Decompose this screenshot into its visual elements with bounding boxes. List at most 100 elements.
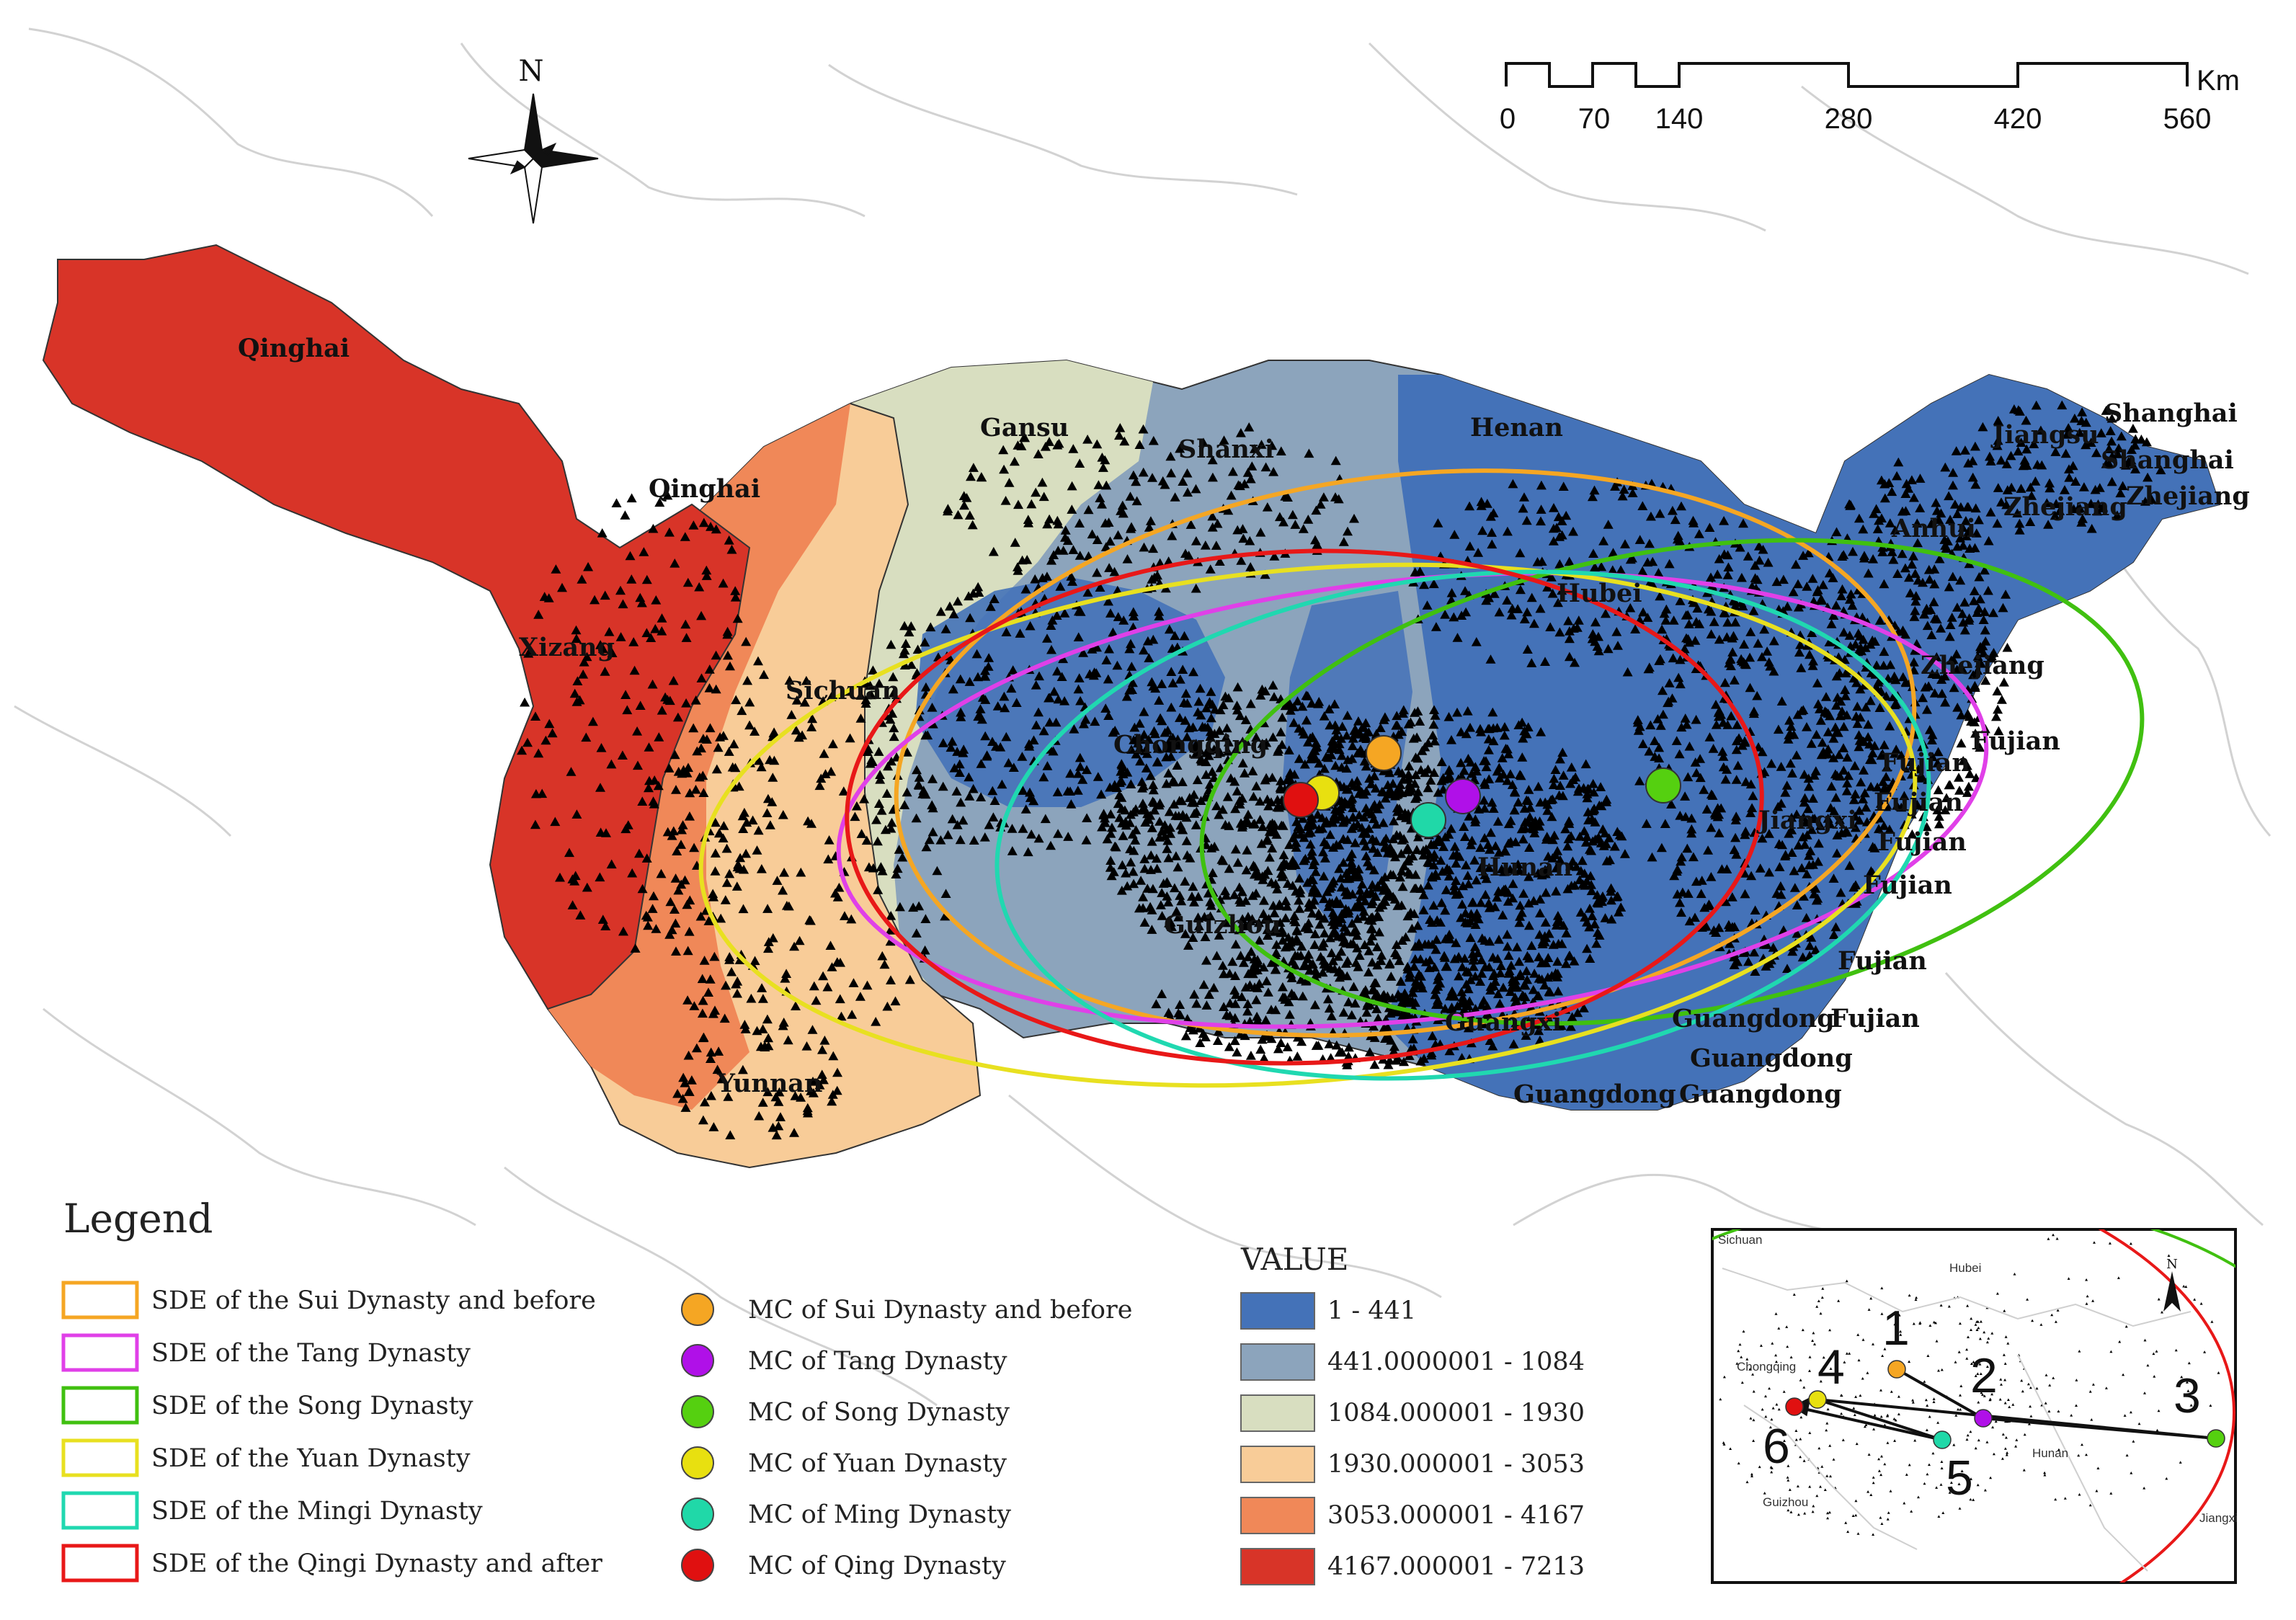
value-legend (1240, 1292, 1315, 1585)
inset-sequence-number: 3 (2173, 1368, 2201, 1423)
inset-label: Sichuan (1718, 1233, 1762, 1247)
sde-legend-label: SDE of the Song Dynasty (151, 1392, 473, 1420)
sde-tang-ellipse (836, 571, 1989, 1029)
province-label: Qinghai (649, 474, 760, 504)
inset-mc-song (2207, 1429, 2225, 1448)
province-label: Hunan (1477, 853, 1572, 882)
province-label: Fujian (1863, 871, 1952, 900)
inset-mc-ming (1933, 1430, 1952, 1449)
scale-unit-label: Km (2197, 65, 2240, 97)
inset-label: Jiangxi (2199, 1511, 2238, 1525)
inset-sequence-number: 6 (1763, 1419, 1790, 1474)
province-labels: Qinghai Qinghai Gansu Shanxi Henan Jiang… (238, 334, 2250, 1109)
sde-legend (61, 1281, 139, 1583)
province-label: Zhejiang (2003, 492, 2127, 522)
mc-legend-label: MC of Qing Dynasty (748, 1552, 1006, 1580)
mc-legend-dot (681, 1446, 714, 1479)
value-legend-title: VALUE (1240, 1242, 1348, 1277)
province-label: Fujian (1971, 726, 2060, 756)
sde-sui-ellipse (894, 468, 1917, 1038)
province-label: Shanghai (2101, 445, 2234, 475)
inset-qing-ellipse (2098, 1229, 2235, 1583)
inset-mc-qing (1785, 1397, 1804, 1416)
inset-label: Chongqing (1737, 1360, 1796, 1374)
sde-ellipses (698, 468, 2145, 1088)
inset-label: Guizhou (1763, 1495, 1808, 1509)
value-legend-swatch (1240, 1548, 1315, 1585)
mc-song-marker (1645, 767, 1681, 804)
study-area-midland (850, 360, 1153, 1023)
north-arrow: N (468, 55, 599, 224)
inset-trajectory (1791, 1368, 2217, 1441)
province-label: Sichuan (786, 676, 900, 706)
scale-tick-label: 420 (1994, 103, 2042, 135)
mc-legend-label: MC of Tang Dynasty (748, 1347, 1007, 1376)
value-legend-label: 4167.000001 - 7213 (1327, 1552, 1585, 1581)
sde-legend-label: SDE of the Qingi Dynasty and after (151, 1549, 602, 1578)
scale-bar: 0 70 140 280 420 560 Km (1500, 62, 2240, 135)
province-label: Jiangxi (1756, 806, 1857, 835)
province-label: Guangdong (1690, 1043, 1853, 1073)
province-label: Guangxi (1445, 1007, 1562, 1037)
value-legend-swatch (1240, 1446, 1315, 1483)
inset-sequence-number: 5 (1946, 1451, 1973, 1505)
sde-legend-swatch (61, 1386, 139, 1425)
province-label: Fujian (1830, 1004, 1920, 1033)
province-label: Chongqing (1113, 730, 1268, 760)
mc-legend-dot (681, 1497, 714, 1531)
sde-song-ellipse (1199, 538, 2145, 1026)
inset-mc-sui (1887, 1360, 1906, 1379)
sde-legend-label: SDE of the Yuan Dynasty (151, 1444, 471, 1473)
legend: Legend SDE of the Sui Dynasty and before… (61, 1196, 1585, 1585)
inset-label: Hunan (2032, 1446, 2068, 1460)
north-label: N (519, 55, 544, 88)
province-label: Fujian (1874, 788, 1963, 817)
mc-sui-marker (1366, 735, 1402, 771)
mc-ming-marker (1410, 802, 1446, 838)
value-legend-swatch (1240, 1394, 1315, 1432)
province-label: Shanghai (2104, 399, 2238, 428)
sde-legend-label: SDE of the Sui Dynasty and before (151, 1286, 596, 1315)
mean-centers (1283, 735, 1681, 838)
point-feature-triangles (517, 400, 2166, 1140)
province-label: Shanxi (1178, 435, 1274, 464)
sde-legend-swatch (61, 1333, 139, 1372)
inset-sequence-number: 4 (1817, 1340, 1845, 1394)
province-label: Jiangsu (1990, 420, 2099, 450)
province-label: Zhejiang (2126, 481, 2250, 511)
mc-legend-label: MC of Sui Dynasty and before (748, 1296, 1132, 1325)
inset-north-label: N (2166, 1257, 2178, 1272)
sde-legend-swatch (61, 1438, 139, 1477)
inset-boundaries (1722, 1268, 2192, 1572)
inset-sequence-number: 1 (1882, 1301, 1910, 1356)
compass-icon (468, 93, 599, 224)
value-legend-label: 1 - 441 (1327, 1296, 1416, 1325)
mc-legend (681, 1293, 714, 1582)
province-label: Anhui (1891, 514, 1976, 543)
inset-label: Hubei (1949, 1261, 1981, 1275)
mc-legend-label: MC of Yuan Dynasty (748, 1449, 1007, 1478)
sde-legend-label: SDE of the Mingi Dynasty (151, 1497, 483, 1526)
background-boundaries (14, 27, 2271, 1407)
province-label: Guangdong (1679, 1080, 1842, 1109)
mc-legend-dot (681, 1293, 714, 1326)
mc-legend-label: MC of Ming Dynasty (748, 1500, 1011, 1529)
value-legend-label: 3053.000001 - 4167 (1327, 1501, 1585, 1530)
province-label: Hubei (1557, 579, 1642, 608)
inset-mean-centers (1785, 1360, 2225, 1449)
sde-legend-swatch (61, 1491, 139, 1530)
province-label: Guangdong (1513, 1080, 1676, 1109)
province-label: Fujian (1877, 827, 1967, 857)
value-legend-label: 1930.000001 - 3053 (1327, 1450, 1585, 1479)
mc-qing-marker (1283, 782, 1319, 818)
scale-bar-line (1505, 62, 2189, 88)
mc-legend-dot (681, 1549, 714, 1582)
province-label: Guangdong (1672, 1004, 1835, 1033)
scale-tick-label: 280 (1825, 103, 1873, 135)
province-label: Gansu (980, 413, 1069, 442)
province-label: Yunnan (716, 1069, 822, 1098)
inset-mc-yuan (1808, 1390, 1827, 1409)
scale-tick-label: 0 (1500, 103, 1516, 135)
sde-legend-swatch (61, 1544, 139, 1583)
